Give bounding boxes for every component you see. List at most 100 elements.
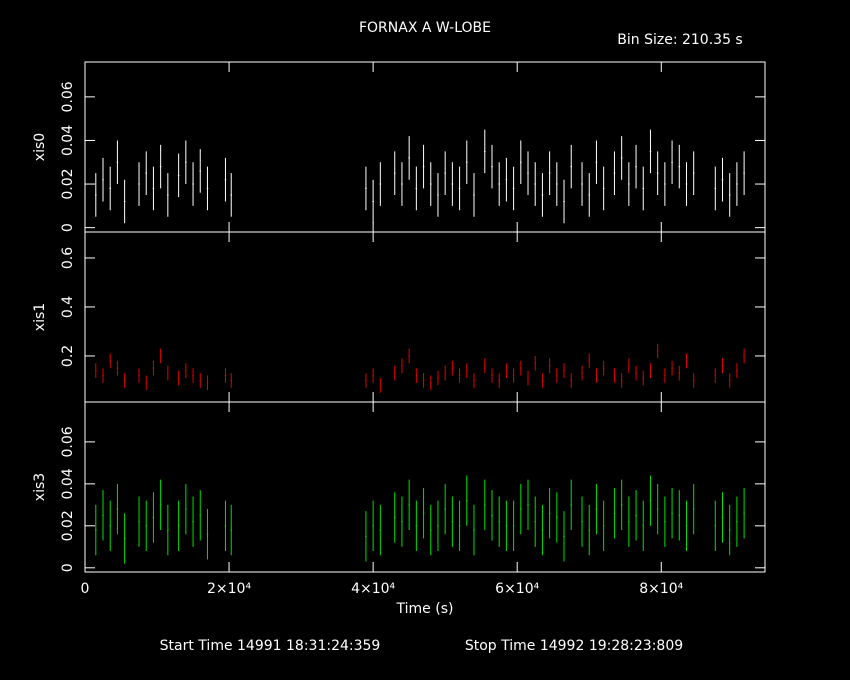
error-bar [451,162,454,206]
error-bar [628,162,630,206]
error-bar [192,496,194,547]
plot-area [95,129,745,224]
error-bar [505,500,508,552]
error-bar [505,363,508,378]
error-bar [95,363,97,378]
error-bar [512,500,515,552]
error-bar [548,151,551,195]
error-bar [444,483,446,535]
error-bar [437,173,439,217]
y-axis-label: xis3 [32,473,48,501]
error-bar [466,475,468,526]
error-bar [422,488,425,539]
error-bar [401,358,403,374]
error-bar [365,511,367,562]
error-bar [473,373,475,388]
error-bar [664,162,666,206]
error-bar [671,140,673,185]
error-bar [138,368,140,383]
error-bar [145,151,147,195]
error-bar [649,475,652,526]
error-bar [736,363,738,378]
error-bar [581,162,583,206]
error-bar [437,500,439,552]
error-bar [167,365,169,381]
error-bar [498,496,500,547]
error-bar [185,483,187,535]
error-bar [95,173,97,217]
error-bar [678,144,681,189]
error-bar [743,151,745,195]
error-bar [595,140,598,185]
error-bar [527,370,529,386]
error-bar [512,368,515,383]
error-bar [692,373,695,388]
error-bar [415,368,418,383]
error-bar [102,368,104,383]
error-bar [563,511,565,562]
error-bar [159,348,162,364]
error-bar [145,500,147,552]
error-bar [570,144,572,189]
error-bar [602,166,605,211]
error-bar [520,483,522,535]
error-bar [602,360,605,376]
error-bar [491,368,493,383]
x-tick-label: 6×10⁴ [495,581,539,597]
error-bar [685,353,688,369]
y-axis-label: xis0 [32,133,48,161]
error-bar [393,492,396,543]
x-tick-label: 0 [81,581,90,597]
error-bar [159,479,162,531]
error-bar [656,151,659,195]
error-bar [628,358,630,374]
error-bar [563,179,565,224]
error-bar [430,162,432,206]
error-bar [415,166,418,211]
panel-frame [84,401,766,573]
error-bar [588,173,590,217]
error-bar [602,500,605,552]
plot-area [95,343,745,393]
error-bar [556,368,558,383]
error-bar [649,129,652,174]
error-bar [556,162,558,206]
error-bar [224,500,227,552]
error-bar [581,496,583,547]
x-tick-label: 4×10⁴ [351,581,395,597]
error-bar [152,360,155,376]
error-bar [527,151,529,195]
error-bar [206,375,209,391]
error-bar [167,173,169,217]
error-bar [613,368,616,383]
error-bar [678,365,681,381]
start-time: Start Time 14991 18:31:24:359 [160,638,381,654]
error-bar [685,162,688,206]
error-bar [736,162,738,206]
y-tick-label: 0.06 [60,426,76,457]
error-bar [721,492,724,543]
error-bar [556,492,558,543]
error-bar [230,504,232,556]
error-bar [613,151,616,195]
error-bar [177,370,180,386]
error-bar [656,483,659,535]
error-bar [743,348,745,364]
error-bar [620,479,623,531]
error-bar [444,151,446,195]
error-bar [116,483,119,535]
x-tick-label: 2×10⁴ [207,581,251,597]
error-bar [570,373,572,388]
error-bar [430,504,432,556]
error-bar [109,353,111,369]
error-bar [714,166,717,211]
error-bar [451,360,454,376]
error-bar [491,490,493,541]
error-bar [123,373,126,388]
error-bar [159,144,162,189]
error-bar [116,140,119,185]
error-bar [199,149,202,193]
error-bar [224,157,227,202]
error-bar [656,343,659,359]
